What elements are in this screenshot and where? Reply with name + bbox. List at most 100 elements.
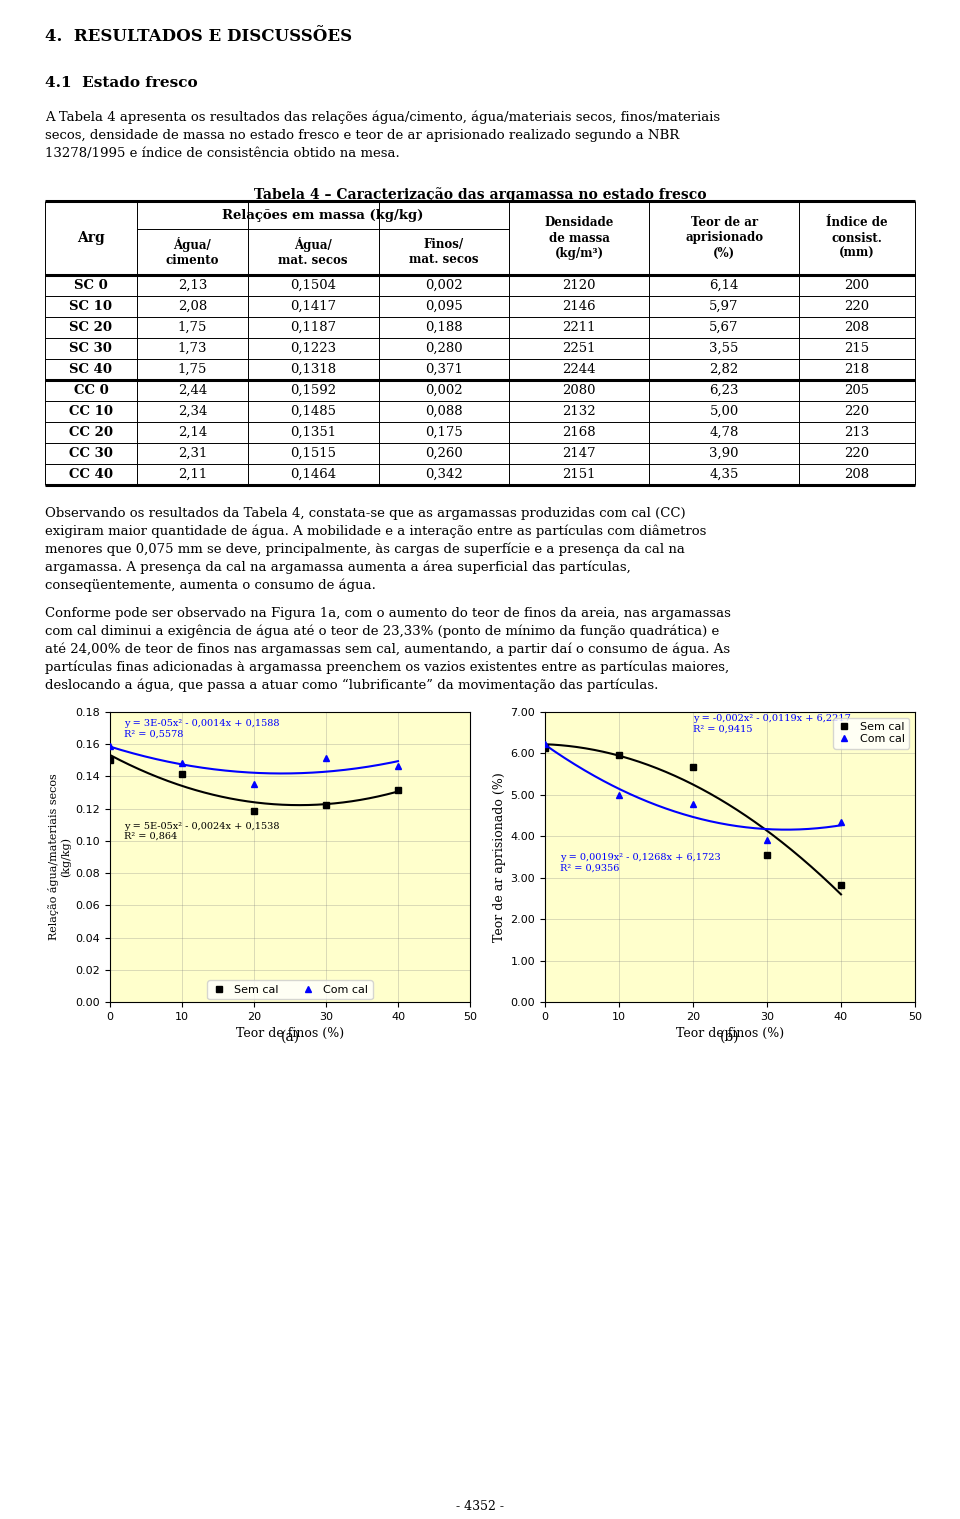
Com cal: [177, 753, 188, 772]
Text: Arg: Arg: [77, 231, 105, 245]
Sem cal: [687, 758, 699, 776]
Text: y = 3E-05x² - 0,0014x + 0,1588
R² = 0,5578: y = 3E-05x² - 0,0014x + 0,1588 R² = 0,55…: [125, 720, 280, 738]
Text: 0,260: 0,260: [425, 447, 463, 460]
Text: 1,73: 1,73: [178, 342, 207, 355]
Com cal: [761, 831, 773, 849]
Text: 2,13: 2,13: [178, 279, 207, 292]
Text: 4,35: 4,35: [709, 468, 739, 482]
Text: 2244: 2244: [563, 363, 596, 377]
Legend: Sem cal, Com cal: Sem cal, Com cal: [833, 717, 909, 749]
Text: 208: 208: [845, 321, 870, 334]
Text: menores que 0,075 mm se deve, principalmente, às cargas de superfície e a presen: menores que 0,075 mm se deve, principalm…: [45, 542, 684, 556]
Text: (a): (a): [280, 1030, 300, 1044]
Sem cal: [761, 846, 773, 864]
Text: SC 20: SC 20: [69, 321, 112, 334]
Text: 2147: 2147: [563, 447, 596, 460]
Text: 2,14: 2,14: [178, 425, 207, 439]
Text: 215: 215: [845, 342, 870, 355]
Com cal: [540, 735, 551, 753]
Text: Relações em massa (kg/kg): Relações em massa (kg/kg): [222, 208, 423, 222]
Text: CC 10: CC 10: [69, 406, 113, 418]
Com cal: [613, 785, 625, 804]
Text: 200: 200: [845, 279, 870, 292]
Text: 0,1223: 0,1223: [290, 342, 336, 355]
Text: 1,75: 1,75: [178, 321, 207, 334]
Text: SC 40: SC 40: [69, 363, 112, 377]
Text: 3,55: 3,55: [709, 342, 739, 355]
Sem cal: [105, 750, 116, 769]
Text: 205: 205: [845, 384, 870, 396]
Text: com cal diminui a exigência de água até o teor de 23,33% (ponto de mínimo da fun: com cal diminui a exigência de água até …: [45, 624, 719, 638]
Text: 2251: 2251: [563, 342, 596, 355]
Text: 0,095: 0,095: [425, 299, 463, 313]
Com cal: [393, 756, 404, 775]
Sem cal: [540, 738, 551, 756]
Text: Densidade
de massa
(kg/m³): Densidade de massa (kg/m³): [544, 217, 613, 260]
Text: 5,00: 5,00: [709, 406, 738, 418]
Text: y = -0,002x² - 0,0119x + 6,2217
R² = 0,9415: y = -0,002x² - 0,0119x + 6,2217 R² = 0,9…: [693, 714, 851, 734]
Text: até 24,00% de teor de finos nas argamassas sem cal, aumentando, a partir daí o c: até 24,00% de teor de finos nas argamass…: [45, 643, 731, 656]
Line: Com cal: Com cal: [541, 740, 845, 845]
Text: Água/
mat. secos: Água/ mat. secos: [278, 237, 348, 267]
Com cal: [835, 813, 847, 831]
Sem cal: [321, 796, 332, 814]
Text: Índice de
consist.
(mm): Índice de consist. (mm): [827, 217, 888, 260]
Text: 0,1464: 0,1464: [290, 468, 336, 482]
Text: 0,1592: 0,1592: [290, 384, 336, 396]
Text: CC 0: CC 0: [74, 384, 108, 396]
Text: 220: 220: [845, 447, 870, 460]
Text: CC 20: CC 20: [69, 425, 113, 439]
Sem cal: [835, 876, 847, 895]
Y-axis label: Teor de ar aprisionado (%): Teor de ar aprisionado (%): [493, 772, 506, 942]
Text: 0,1485: 0,1485: [290, 406, 336, 418]
Text: 0,088: 0,088: [425, 406, 463, 418]
Text: 2,31: 2,31: [178, 447, 207, 460]
Text: (b): (b): [720, 1030, 740, 1044]
Sem cal: [177, 764, 188, 782]
Text: 208: 208: [845, 468, 870, 482]
Text: 0,1351: 0,1351: [290, 425, 336, 439]
Text: 4.1  Estado fresco: 4.1 Estado fresco: [45, 76, 198, 90]
Text: 220: 220: [845, 406, 870, 418]
Text: partículas finas adicionadas à argamassa preenchem os vazios existentes entre as: partículas finas adicionadas à argamassa…: [45, 661, 730, 674]
Text: 213: 213: [845, 425, 870, 439]
Text: exigiram maior quantidade de água. A mobilidade e a interação entre as partícula: exigiram maior quantidade de água. A mob…: [45, 526, 707, 539]
Text: deslocando a água, que passa a atuar como “lubrificante” da movimentação das par: deslocando a água, que passa a atuar com…: [45, 679, 659, 693]
Text: Teor de ar
aprisionado
(%): Teor de ar aprisionado (%): [685, 217, 763, 260]
Text: 2,82: 2,82: [709, 363, 738, 377]
Sem cal: [249, 802, 260, 820]
Line: Sem cal: Sem cal: [107, 756, 401, 814]
Com cal: [687, 794, 699, 813]
Text: Finos/
mat. secos: Finos/ mat. secos: [409, 238, 478, 266]
Text: SC 10: SC 10: [69, 299, 112, 313]
Text: 2,44: 2,44: [178, 384, 207, 396]
Sem cal: [393, 781, 404, 799]
Text: Conforme pode ser observado na Figura 1a, com o aumento do teor de finos da arei: Conforme pode ser observado na Figura 1a…: [45, 608, 731, 620]
Text: 2120: 2120: [563, 279, 596, 292]
Text: 0,002: 0,002: [425, 384, 463, 396]
Text: 2080: 2080: [563, 384, 596, 396]
Line: Sem cal: Sem cal: [541, 744, 845, 889]
Text: 2151: 2151: [563, 468, 596, 482]
Text: 2168: 2168: [563, 425, 596, 439]
Text: 4.  RESULTADOS E DISCUSSÕES: 4. RESULTADOS E DISCUSSÕES: [45, 27, 352, 46]
Text: 0,1417: 0,1417: [290, 299, 336, 313]
Text: - 4352 -: - 4352 -: [456, 1499, 504, 1513]
Com cal: [105, 737, 116, 755]
Com cal: [321, 749, 332, 767]
Text: 2132: 2132: [563, 406, 596, 418]
Text: Tabela 4 – Caracterização das argamassa no estado fresco: Tabela 4 – Caracterização das argamassa …: [253, 187, 707, 202]
Text: 1,75: 1,75: [178, 363, 207, 377]
Text: 220: 220: [845, 299, 870, 313]
Text: 2,11: 2,11: [178, 468, 207, 482]
Text: 4,78: 4,78: [709, 425, 739, 439]
Text: 2146: 2146: [563, 299, 596, 313]
Text: SC 30: SC 30: [69, 342, 112, 355]
Text: 0,1187: 0,1187: [290, 321, 336, 334]
Text: 0,188: 0,188: [425, 321, 463, 334]
Text: 6,14: 6,14: [709, 279, 739, 292]
Text: 6,23: 6,23: [709, 384, 739, 396]
Line: Com cal: Com cal: [107, 743, 401, 788]
Text: 3,90: 3,90: [709, 447, 739, 460]
Text: 0,002: 0,002: [425, 279, 463, 292]
